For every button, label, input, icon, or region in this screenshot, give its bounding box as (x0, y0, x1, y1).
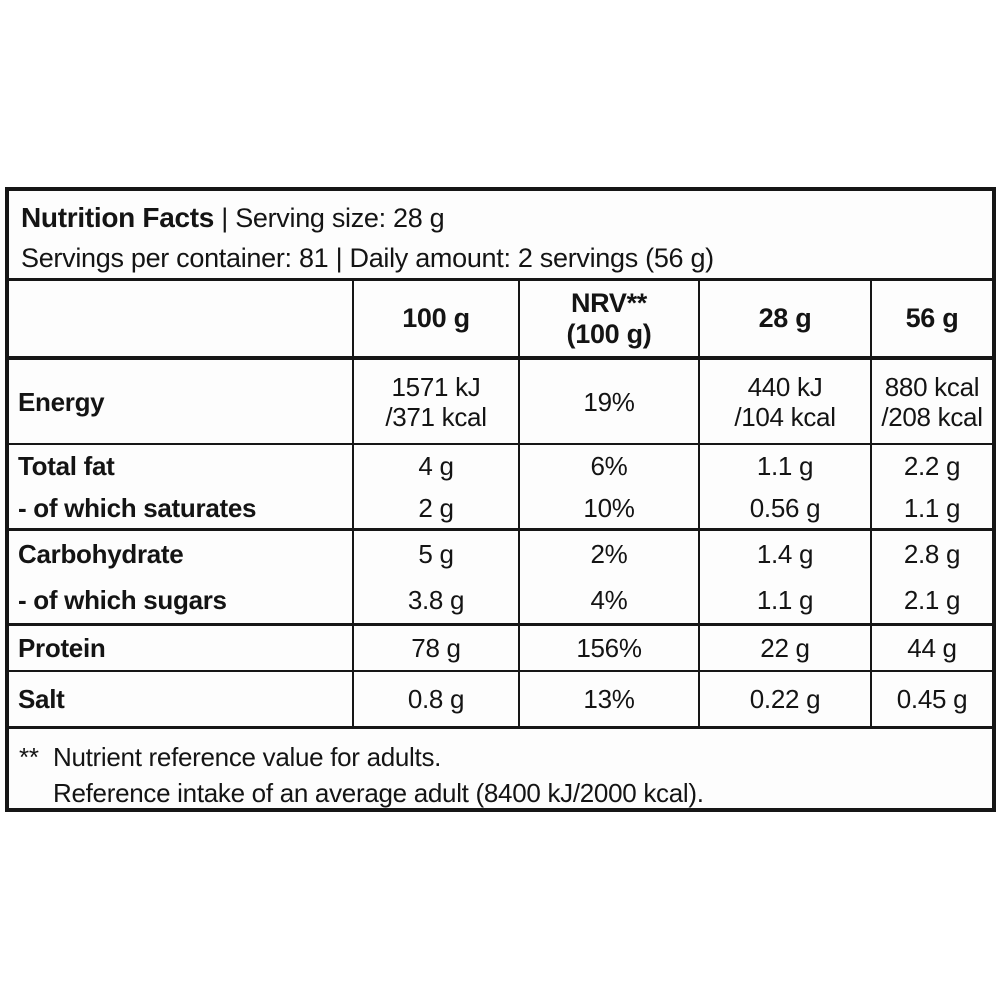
table-row-protein: Protein 78 g 156% 22 g 44 g (9, 626, 992, 672)
fat-per-28g: 1.1 g (698, 445, 870, 487)
energy-per-28g: 440 kJ /104 kcal (698, 360, 870, 443)
table-row-sugars: - of which sugars 3.8 g 4% 1.1 g 2.1 g (9, 577, 992, 626)
nutrition-facts-panel: Nutrition Facts | Serving size: 28 g Ser… (5, 187, 996, 812)
table-row-salt: Salt 0.8 g 13% 0.22 g 0.45 g (9, 672, 992, 729)
protein-per-28g: 22 g (698, 626, 870, 670)
salt-per-100g: 0.8 g (352, 672, 518, 726)
fat-per-56g: 2.2 g (870, 445, 992, 487)
sugars-nrv: 4% (518, 577, 698, 623)
row-label: Energy (18, 386, 105, 417)
fat-per-100g: 4 g (352, 445, 518, 487)
row-label: - of which saturates (18, 492, 257, 523)
table-row-total-fat: Total fat 4 g 6% 1.1 g 2.2 g (9, 445, 992, 487)
carbohydrate-per-56g: 2.8 g (870, 531, 992, 577)
saturates-nrv: 10% (518, 487, 698, 528)
footnote: ** Nutrient reference value for adults. … (9, 729, 992, 811)
separator: | (221, 202, 228, 233)
column-header-nrv: NRV** (100 g) (518, 281, 698, 356)
column-header-row: 100 g NRV** (100 g) 28 g 56 g (9, 281, 992, 360)
row-label: Salt (18, 684, 65, 714)
table-row-energy: Energy 1571 kJ /371 kcal 19% 440 kJ /104… (9, 360, 992, 445)
saturates-per-56g: 1.1 g (870, 487, 992, 528)
saturates-per-28g: 0.56 g (698, 487, 870, 528)
column-header-100g: 100 g (352, 281, 518, 356)
protein-nrv: 156% (518, 626, 698, 670)
carbohydrate-per-28g: 1.4 g (698, 531, 870, 577)
column-header-56g: 56 g (870, 281, 992, 356)
row-label: Carbohydrate (18, 539, 184, 569)
nutrition-header: Nutrition Facts | Serving size: 28 g Ser… (9, 191, 992, 281)
saturates-per-100g: 2 g (352, 487, 518, 528)
protein-per-100g: 78 g (352, 626, 518, 670)
salt-per-28g: 0.22 g (698, 672, 870, 726)
carbohydrate-nrv: 2% (518, 531, 698, 577)
carbohydrate-per-100g: 5 g (352, 531, 518, 577)
fat-nrv: 6% (518, 445, 698, 487)
energy-nrv: 19% (518, 360, 698, 443)
row-label: Total fat (18, 451, 115, 481)
energy-per-100g: 1571 kJ /371 kcal (352, 360, 518, 443)
sugars-per-100g: 3.8 g (352, 577, 518, 623)
footnote-marker: ** (19, 742, 39, 772)
column-header-blank (9, 281, 352, 356)
salt-per-56g: 0.45 g (870, 672, 992, 726)
table-row-saturates: - of which saturates 2 g 10% 0.56 g 1.1 … (9, 487, 992, 531)
serving-size-line: Nutrition Facts | Serving size: 28 g (21, 200, 982, 236)
sugars-per-56g: 2.1 g (870, 577, 992, 623)
table-row-carbohydrate: Carbohydrate 5 g 2% 1.4 g 2.8 g (9, 531, 992, 577)
protein-per-56g: 44 g (870, 626, 992, 670)
footnote-line2: Reference intake of an average adult (84… (53, 778, 704, 808)
energy-per-56g: 880 kcal /208 kcal (870, 360, 992, 443)
row-label: - of which sugars (18, 585, 227, 615)
serving-size-text: Serving size: 28 g (235, 202, 445, 233)
panel-title: Nutrition Facts (21, 201, 215, 233)
servings-per-container-line: Servings per container: 81 | Daily amoun… (21, 242, 714, 273)
salt-nrv: 13% (518, 672, 698, 726)
footnote-line1: Nutrient reference value for adults. (53, 742, 442, 772)
column-header-28g: 28 g (698, 281, 870, 356)
row-label: Protein (18, 633, 106, 663)
sugars-per-28g: 1.1 g (698, 577, 870, 623)
